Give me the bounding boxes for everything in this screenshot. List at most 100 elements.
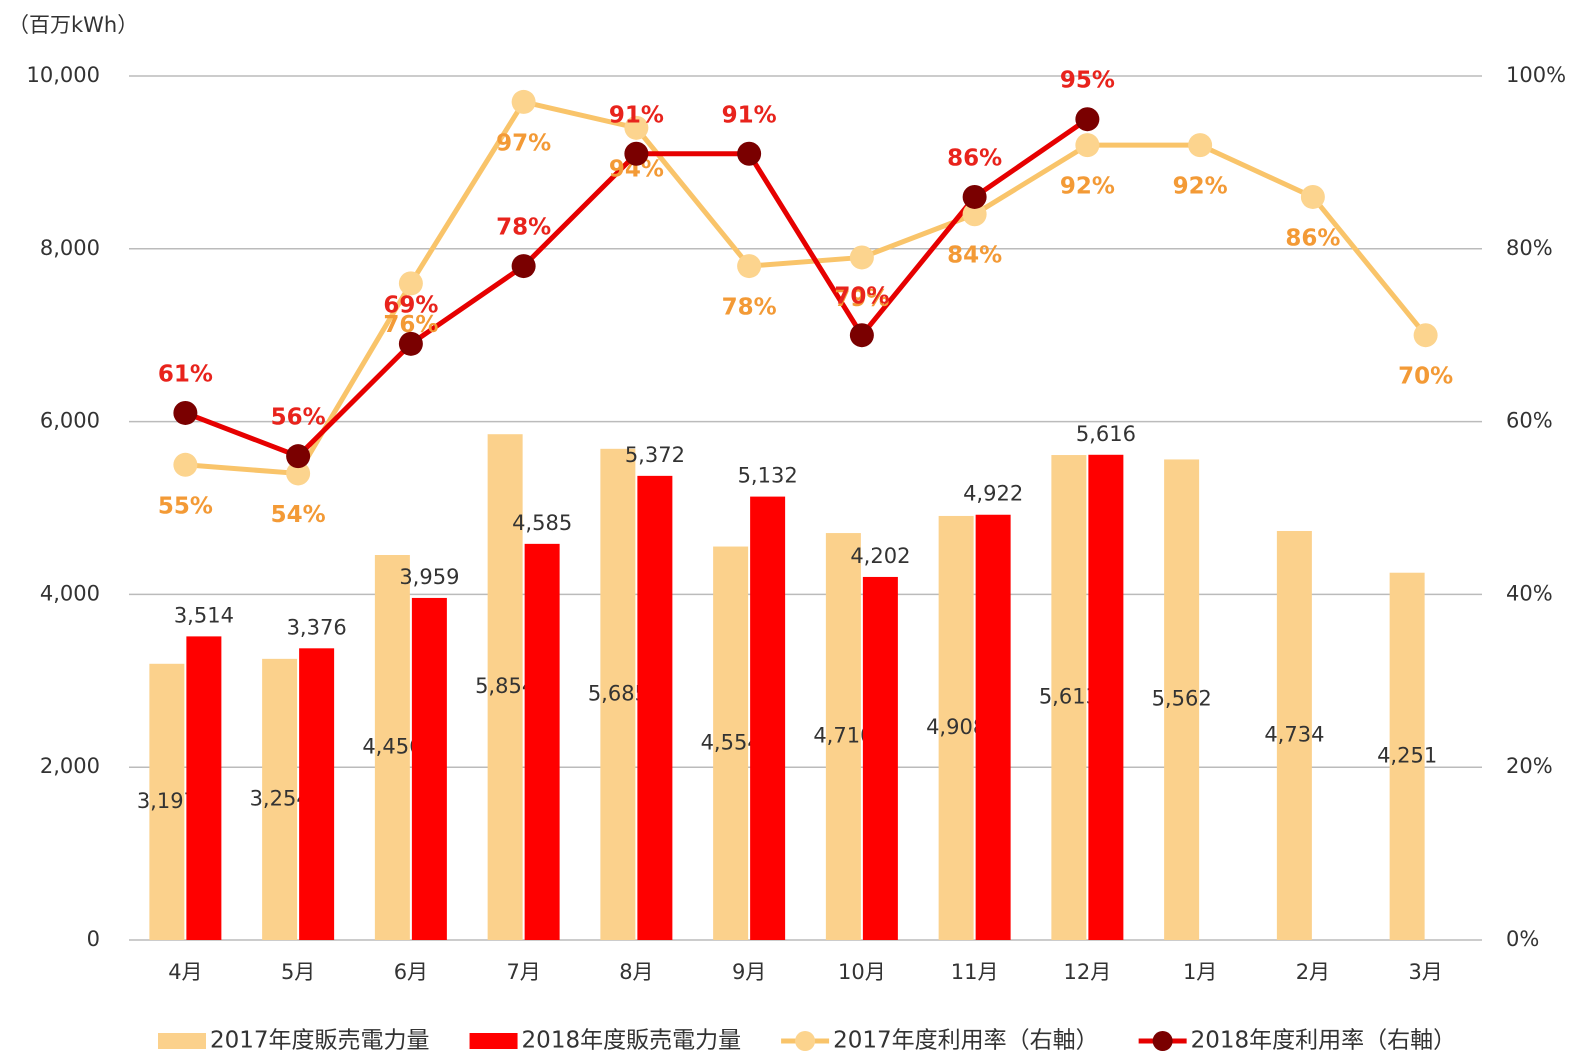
rate-label: 92% [1173, 174, 1228, 200]
bar [149, 663, 185, 940]
bar [524, 543, 560, 940]
line-marker [849, 323, 874, 348]
x-tick-label: 6月 [394, 960, 428, 984]
bar-value-label: 4,202 [850, 544, 910, 568]
bar [637, 475, 673, 940]
y-tick-label: 2,000 [40, 754, 100, 778]
line-marker [1413, 323, 1438, 348]
line-marker [737, 141, 762, 166]
rate-label: 91% [722, 102, 777, 128]
rate-label: 69% [383, 292, 438, 318]
legend-swatch [158, 1033, 206, 1049]
line-marker [511, 89, 536, 114]
y-tick-label: 0 [87, 927, 100, 951]
bar [1276, 530, 1312, 940]
bar [975, 514, 1011, 940]
bar [262, 658, 298, 940]
legend-swatch [795, 1031, 816, 1051]
bar [411, 597, 447, 940]
bar-value-label: 4,922 [963, 482, 1023, 506]
x-tick-label: 1月 [1183, 960, 1217, 984]
bar-value-label: 3,959 [399, 565, 459, 589]
bar [1164, 459, 1200, 940]
bar [1051, 455, 1087, 940]
x-tick-label: 11月 [951, 960, 999, 984]
line-marker [624, 115, 649, 140]
rate-label: 97% [496, 130, 551, 156]
legend-swatch [469, 1033, 518, 1049]
line-marker [962, 184, 987, 209]
bar [374, 555, 410, 940]
rate-label: 86% [1285, 225, 1340, 251]
x-tick-label: 9月 [732, 960, 766, 984]
line-marker [398, 331, 423, 356]
x-tick-label: 7月 [506, 960, 540, 984]
line-marker [286, 461, 311, 486]
bar-value-label: 4,251 [1377, 743, 1437, 767]
bar-value-label: 3,514 [174, 603, 234, 627]
bar-value-label: 5,562 [1152, 687, 1212, 711]
legend-label: 2018年度利用率（右軸） [1191, 1028, 1457, 1054]
x-tick-label: 10月 [838, 960, 886, 984]
line-marker [286, 444, 311, 469]
y-tick-label: 6,000 [40, 409, 100, 433]
rate-label: 95% [1060, 68, 1115, 94]
rate-label: 56% [271, 405, 326, 431]
bar-value-label: 3,376 [287, 615, 347, 639]
line-marker [398, 271, 423, 296]
rate-label: 61% [158, 361, 213, 387]
line-marker [849, 245, 874, 270]
rate-label: 54% [271, 502, 326, 528]
legend-label: 2018年度販売電力量 [522, 1028, 742, 1054]
line-marker [173, 452, 198, 477]
rate-label: 70% [834, 284, 889, 310]
bar [186, 636, 222, 940]
rate-label: 79% [834, 286, 889, 312]
rate-label: 86% [947, 145, 1002, 171]
bar [825, 533, 861, 940]
bar-value-label: 5,616 [1076, 422, 1136, 446]
y-tick-label: 8,000 [40, 236, 100, 260]
y2-tick-label: 0% [1506, 927, 1539, 951]
y-tick-label: 4,000 [40, 581, 100, 605]
bar [862, 576, 898, 940]
rate-label: 78% [496, 215, 551, 241]
rate-label: 55% [158, 493, 213, 519]
line [185, 99, 1428, 476]
line-marker [1188, 133, 1213, 158]
legend-label: 2017年度利用率（右軸） [833, 1028, 1099, 1054]
bar-value-label: 5,132 [738, 464, 798, 488]
bar [713, 546, 749, 940]
x-tick-label: 12月 [1064, 960, 1112, 984]
legend-swatch [1152, 1031, 1173, 1051]
line-marker [173, 400, 198, 425]
bar-value-label: 4,585 [512, 511, 572, 535]
rate-label: 78% [722, 295, 777, 321]
bar [600, 448, 636, 940]
line-marker [624, 141, 649, 166]
bar [750, 496, 786, 940]
y2-tick-label: 80% [1506, 236, 1553, 260]
bar-value-label: 4,734 [1264, 722, 1324, 746]
line-marker [737, 254, 762, 279]
bar [1389, 572, 1425, 940]
line-marker [511, 254, 536, 279]
rate-label: 91% [609, 102, 664, 128]
bar [299, 648, 335, 940]
bar-value-label: 5,372 [625, 443, 685, 467]
x-tick-label: 4月 [168, 960, 202, 984]
bar [487, 434, 523, 940]
rate-label: 70% [1398, 364, 1453, 390]
x-tick-label: 3月 [1408, 960, 1442, 984]
x-tick-label: 5月 [281, 960, 315, 984]
line-marker [962, 202, 987, 227]
y2-tick-label: 60% [1506, 409, 1553, 433]
y2-tick-label: 20% [1506, 754, 1553, 778]
y2-tick-label: 40% [1506, 581, 1553, 605]
line-marker [1300, 184, 1325, 209]
y2-tick-label: 100% [1506, 63, 1566, 87]
y-tick-label: 10,000 [27, 63, 100, 87]
rate-label: 92% [1060, 174, 1115, 200]
line-marker [1075, 133, 1100, 158]
